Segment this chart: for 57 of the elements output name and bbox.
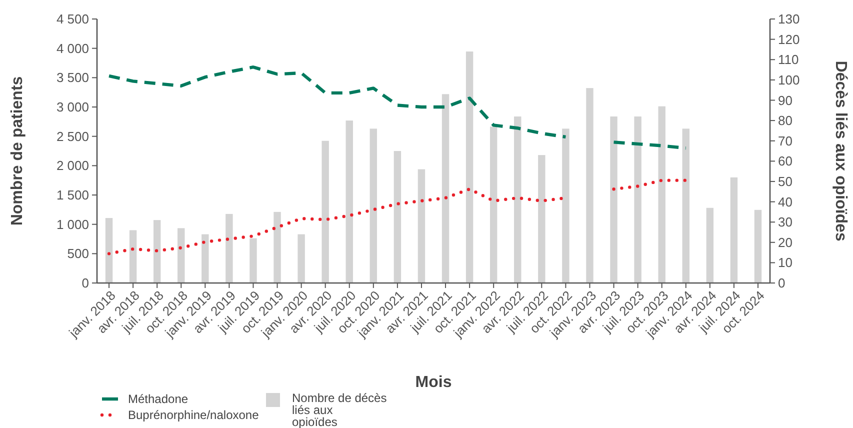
bar (250, 238, 257, 283)
legend-label: Méthadone (128, 392, 188, 406)
bar (658, 106, 666, 283)
bar (226, 214, 233, 283)
bar (466, 51, 474, 283)
bar (730, 177, 738, 283)
bar (610, 116, 618, 283)
y2-tick-label: 100 (778, 72, 800, 88)
bar (706, 208, 714, 283)
y2-tick-label: 20 (778, 234, 792, 250)
bar (634, 116, 642, 283)
bar (298, 234, 305, 283)
y2-tick-label: 80 (778, 113, 792, 128)
bar (394, 151, 402, 283)
bar (682, 128, 690, 283)
y-tick-label: 4 000 (56, 40, 89, 56)
x-axis-title: Mois (415, 374, 452, 391)
y2-tick-label: 10 (778, 255, 792, 270)
bar (346, 120, 353, 283)
bar (418, 169, 426, 283)
y2-tick-label: 130 (778, 12, 800, 27)
y2-tick-label: 120 (778, 32, 800, 47)
y-axis-title: Nombre de patients (9, 76, 26, 226)
bar (754, 210, 762, 283)
y2-tick-label: 0 (778, 276, 786, 291)
y-tick-label: 2 000 (56, 158, 89, 174)
y-tick-label: 2 500 (56, 128, 89, 144)
y-tick-label: 0 (82, 276, 89, 291)
bar (538, 155, 546, 283)
bar (490, 126, 498, 283)
bar (322, 140, 329, 283)
y2-tick-label: 70 (778, 133, 792, 148)
bar (274, 212, 281, 283)
y2-tick-label: 40 (778, 194, 792, 210)
y-tick-label: 1 000 (56, 216, 89, 232)
bar (370, 128, 378, 283)
bar (153, 220, 161, 283)
y-tick-label: 3 500 (56, 70, 89, 86)
y2-axis-title: Décès liés aux opioïdes (832, 60, 849, 242)
legend-label: Buprénorphine/naloxone (128, 408, 260, 422)
y-tick-label: 3 000 (56, 100, 89, 115)
y-tick-label: 4 500 (56, 12, 89, 27)
bar (129, 230, 137, 283)
y2-tick-label: 90 (778, 92, 792, 108)
y-tick-label: 500 (67, 246, 89, 262)
bar (586, 88, 594, 283)
y2-tick-label: 60 (778, 154, 792, 169)
bar (178, 228, 185, 283)
y2-tick-label: 50 (778, 174, 792, 190)
y2-tick-label: 110 (778, 52, 799, 68)
y-tick-label: 1 500 (56, 188, 89, 203)
bar (105, 218, 113, 283)
y2-tick-label: 30 (778, 214, 792, 230)
bar (562, 128, 570, 283)
bar (202, 234, 209, 283)
bar (442, 94, 450, 283)
bar (514, 116, 522, 283)
